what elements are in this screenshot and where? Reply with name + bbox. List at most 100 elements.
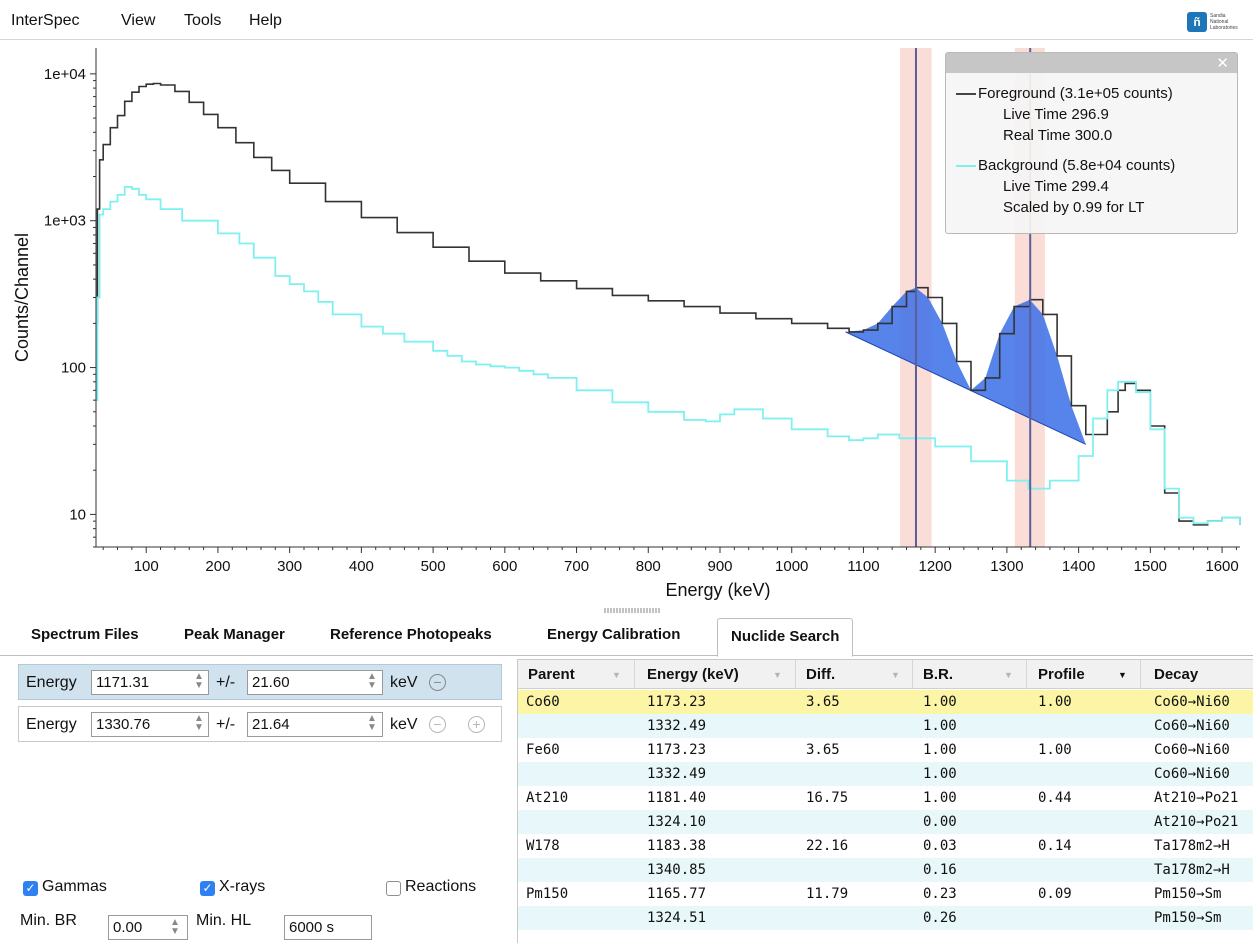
spectrum-plot[interactable]: 1e+04 1e+03 100 10 100 200 300 400 500 600 700 800 9… — [0, 40, 1253, 605]
x-tick-label: 900 — [707, 558, 732, 575]
cell-profile: 0.44 — [1038, 790, 1072, 806]
remove-energy-icon[interactable]: − — [429, 674, 446, 691]
stepper-icon[interactable]: ▲ ▼ — [194, 671, 204, 691]
column-divider[interactable] — [795, 660, 796, 689]
menu-help[interactable]: Help — [249, 12, 282, 29]
sort-icon[interactable]: ▼ — [612, 670, 621, 680]
header-diff[interactable]: Diff. — [806, 666, 836, 683]
menu-view[interactable]: View — [121, 12, 156, 29]
table-row[interactable]: Fe60 1173.23 3.65 1.00 1.00 Co60→Ni60 — [518, 738, 1253, 762]
energy-input-1[interactable] — [91, 670, 209, 695]
tab-energy-calibration[interactable]: Energy Calibration — [547, 626, 681, 643]
plus-minus-label: +/- — [216, 716, 236, 733]
menu-tools[interactable]: Tools — [184, 12, 222, 29]
nuclide-results-table[interactable]: Parent ▼ Energy (keV) ▼ Diff. ▼ B.R. ▼ P… — [517, 659, 1253, 943]
cell-decay: Ta178m2→H — [1154, 838, 1230, 854]
reactions-checkbox[interactable] — [386, 881, 401, 896]
energy-input-2[interactable] — [91, 712, 209, 737]
min-hl-label: Min. HL — [196, 912, 252, 929]
header-profile[interactable]: Profile — [1038, 666, 1085, 683]
stepper-icon[interactable]: ▲ ▼ — [170, 917, 180, 937]
tab-peak-manager[interactable]: Peak Manager — [184, 626, 285, 643]
table-row[interactable]: Pm150 1165.77 11.79 0.23 0.09 Pm150→Sm — [518, 882, 1253, 906]
cell-profile: 0.14 — [1038, 838, 1072, 854]
table-row[interactable]: 1324.51 0.26 Pm150→Sm — [518, 906, 1253, 930]
sort-icon[interactable]: ▼ — [1004, 670, 1013, 680]
tolerance-input-1[interactable] — [247, 670, 383, 695]
menu-interspec[interactable]: InterSpec — [11, 12, 80, 29]
cell-decay: Co60→Ni60 — [1154, 694, 1230, 710]
x-axis-title: Energy (keV) — [665, 580, 770, 600]
tab-nuclide-search[interactable]: Nuclide Search — [717, 618, 854, 657]
table-row[interactable]: At210 1181.40 16.75 1.00 0.44 At210→Po21 — [518, 786, 1253, 810]
xrays-checkbox[interactable]: ✓ — [200, 881, 215, 896]
table-row[interactable]: 1332.49 1.00 Co60→Ni60 — [518, 714, 1253, 738]
min-br-input[interactable] — [108, 915, 188, 940]
remove-energy-icon[interactable]: − — [429, 716, 446, 733]
header-energy[interactable]: Energy (keV) — [647, 666, 739, 683]
header-decay[interactable]: Decay — [1154, 666, 1199, 683]
min-hl-input[interactable] — [284, 915, 372, 940]
y-tick-label: 100 — [61, 360, 86, 377]
legend-fg-live: Live Time 296.9 — [1003, 106, 1109, 123]
cell-energy: 1324.10 — [647, 814, 707, 830]
column-divider[interactable] — [912, 660, 913, 689]
menu-bar: InterSpec View Tools Help ñ Sandia Natio… — [0, 0, 1253, 40]
column-divider[interactable] — [634, 660, 635, 689]
sort-icon[interactable]: ▼ — [773, 670, 782, 680]
cell-decay: Pm150→Sm — [1154, 910, 1222, 926]
min-br-label: Min. BR — [20, 912, 77, 929]
cell-decay: At210→Po21 — [1154, 814, 1239, 830]
cell-decay: At210→Po21 — [1154, 790, 1239, 806]
close-icon[interactable]: ✕ — [1216, 55, 1229, 72]
header-br[interactable]: B.R. — [923, 666, 953, 683]
cell-diff: 22.16 — [806, 838, 849, 854]
sort-icon[interactable]: ▼ — [1118, 670, 1127, 680]
cell-br: 1.00 — [923, 694, 957, 710]
table-row[interactable]: 1340.85 0.16 Ta178m2→H — [518, 858, 1253, 882]
table-row[interactable]: 1324.10 0.00 At210→Po21 — [518, 810, 1253, 834]
column-divider[interactable] — [1026, 660, 1027, 689]
header-parent[interactable]: Parent — [528, 666, 575, 683]
table-row[interactable]: Co60 1173.23 3.65 1.00 1.00 Co60→Ni60 — [518, 690, 1253, 714]
stepper-icon[interactable]: ▲ ▼ — [194, 713, 204, 733]
cell-br: 0.26 — [923, 910, 957, 926]
tab-spectrum-files[interactable]: Spectrum Files — [31, 626, 139, 643]
logo-line2: National — [1210, 19, 1229, 25]
legend-bg-live: Live Time 299.4 — [1003, 178, 1109, 195]
x-tick-label: 500 — [421, 558, 446, 575]
legend-box[interactable]: ✕ Foreground (3.1e+05 counts) Live Time … — [945, 52, 1238, 234]
panel-splitter-handle[interactable] — [604, 608, 660, 613]
cell-energy: 1340.85 — [647, 862, 707, 878]
gammas-checkbox[interactable]: ✓ — [23, 881, 38, 896]
cell-br: 1.00 — [923, 790, 957, 806]
cell-br: 1.00 — [923, 742, 957, 758]
cell-decay: Pm150→Sm — [1154, 886, 1222, 902]
legend-header[interactable]: ✕ — [946, 53, 1237, 73]
unit-label: keV — [390, 674, 418, 691]
stepper-icon[interactable]: ▲ ▼ — [367, 671, 377, 691]
tolerance-input-2[interactable] — [247, 712, 383, 737]
spectrum-chart[interactable]: 1e+04 1e+03 100 10 100 200 300 400 500 600 700 800 9… — [0, 40, 1253, 605]
cell-energy: 1173.23 — [647, 742, 707, 758]
x-tick-label: 1000 — [775, 558, 808, 575]
energy-row-1[interactable]: Energy ▲▼ +/- ▲▼ keV − — [18, 664, 502, 700]
table-row[interactable]: 1332.49 1.00 Co60→Ni60 — [518, 762, 1253, 786]
table-row[interactable]: W178 1183.38 22.16 0.03 0.14 Ta178m2→H — [518, 834, 1253, 858]
add-energy-icon[interactable]: + — [468, 716, 485, 733]
column-divider[interactable] — [1140, 660, 1141, 689]
stepper-icon[interactable]: ▲ ▼ — [367, 713, 377, 733]
x-tick-label: 200 — [205, 558, 230, 575]
energy-row-2[interactable]: Energy ▲▼ +/- ▲▼ keV − + — [18, 706, 502, 742]
legend-bg-scale: Scaled by 0.99 for LT — [1003, 199, 1145, 216]
x-tick-label: 1600 — [1205, 558, 1238, 575]
cell-energy: 1173.23 — [647, 694, 707, 710]
x-tick-label: 800 — [636, 558, 661, 575]
tab-reference-photopeaks[interactable]: Reference Photopeaks — [330, 626, 492, 643]
plus-minus-label: +/- — [216, 674, 236, 691]
cell-parent: W178 — [526, 838, 560, 854]
cell-decay: Co60→Ni60 — [1154, 718, 1230, 734]
legend-fg-real: Real Time 300.0 — [1003, 127, 1113, 144]
legend-background-label: Background (5.8e+04 counts) — [978, 157, 1176, 174]
sort-icon[interactable]: ▼ — [891, 670, 900, 680]
